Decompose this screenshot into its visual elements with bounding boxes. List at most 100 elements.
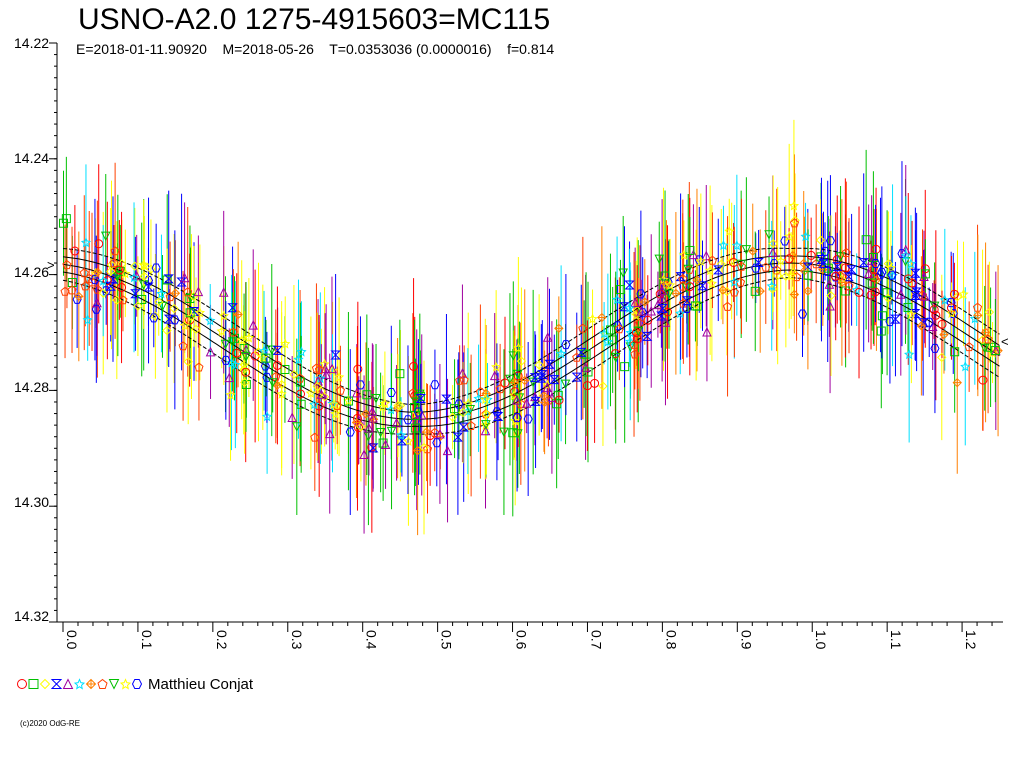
pentagon-marker-icon (729, 287, 739, 297)
square-marker-icon (415, 391, 425, 401)
diamond-marker-icon (481, 409, 492, 419)
diamond-marker-icon (130, 261, 140, 271)
triangle-down-marker-icon (481, 420, 491, 430)
x-tick-label: 0.8 (663, 630, 679, 650)
star-marker-icon (216, 325, 227, 336)
square-marker-icon (615, 285, 625, 295)
circle-marker-icon (513, 371, 523, 381)
circle-marker-icon (937, 319, 947, 329)
star-marker-icon (904, 348, 915, 360)
pentagon-marker-icon (614, 324, 624, 334)
diamond-marker-icon (984, 307, 995, 317)
chart-title: USNO-A2.0 1275-4915603=MC115 (78, 3, 551, 36)
pentagon-marker-icon (678, 274, 688, 284)
square-marker-icon (137, 294, 147, 304)
star-marker-icon (82, 314, 93, 325)
star-marker-icon (731, 239, 742, 251)
y-tick-label: 14.32 (14, 608, 50, 624)
pentagon-marker-icon (707, 255, 718, 265)
pentagon-marker-icon (62, 259, 72, 270)
star-marker-icon (276, 388, 287, 399)
diamond-marker-icon (772, 270, 783, 281)
diamond-marker-icon (691, 300, 701, 310)
square-marker-icon (882, 288, 892, 298)
hexagon-marker-icon (561, 340, 571, 350)
triangle-down-marker-icon (512, 369, 523, 380)
circle-marker-icon (931, 310, 941, 320)
hexagon-marker-icon (871, 258, 881, 268)
square-marker-icon (162, 275, 172, 285)
hexagon-marker-icon (345, 427, 355, 437)
square-marker-icon (803, 270, 813, 280)
pentagon-marker-icon (228, 327, 238, 337)
triangle-marker-icon (702, 326, 712, 337)
star-marker-icon (960, 361, 971, 372)
x-tick-label: 1.0 (813, 630, 829, 650)
pentagon-marker-icon (572, 352, 582, 362)
diamond-marker-icon (598, 381, 608, 391)
hexagon-marker-icon (413, 407, 424, 417)
pentagon-marker-icon (118, 295, 128, 305)
square-marker-icon (280, 364, 290, 374)
square-marker-icon (59, 218, 69, 228)
star-marker-icon (587, 313, 598, 324)
circle-marker-icon (241, 367, 251, 377)
star-marker-icon (395, 429, 407, 440)
pentagon-marker-icon (422, 444, 433, 454)
hexagon-marker-icon (262, 372, 272, 382)
hexagon-marker-icon (877, 267, 887, 277)
bowtie-marker-icon (330, 350, 341, 360)
star-marker-icon (900, 249, 912, 261)
diamond-marker-icon (150, 311, 161, 322)
star-marker-icon (138, 258, 149, 270)
hexagon-marker-icon (930, 343, 940, 353)
diamond-marker-icon (952, 292, 963, 302)
star-marker-icon (675, 307, 686, 319)
triangle-down-marker-icon (764, 230, 774, 240)
circle-marker-icon (870, 287, 880, 297)
square-marker-icon (296, 399, 306, 409)
x-tick-label: 0.3 (289, 630, 305, 650)
y-tick-label: 14.26 (14, 264, 50, 280)
square-marker-icon (362, 390, 372, 400)
star-marker-icon (706, 277, 718, 289)
star-marker-icon (73, 678, 86, 690)
triangle-marker-icon (512, 395, 522, 405)
circle-marker-icon (353, 364, 363, 374)
cross-diamond-marker-icon (748, 246, 758, 256)
cross-diamond-marker-icon (803, 286, 813, 296)
diamond-marker-icon (169, 303, 179, 314)
bowtie-marker-icon (536, 373, 547, 383)
hexagon-marker-icon (221, 355, 231, 365)
cross-diamond-marker-icon (85, 678, 97, 690)
diamond-marker-icon (826, 290, 836, 301)
square-marker-icon (583, 367, 593, 377)
triangle-marker-icon (521, 398, 532, 408)
star-marker-icon (179, 319, 190, 331)
bowtie-marker-icon (657, 303, 668, 313)
square-marker-icon (295, 377, 305, 387)
bowtie-marker-icon (549, 375, 560, 385)
square-marker-icon (450, 404, 460, 414)
diamond-marker-icon (146, 264, 156, 274)
diamond-marker-icon (815, 235, 826, 245)
triangle-marker-icon (62, 678, 74, 689)
hexagon-marker-icon (682, 303, 692, 313)
triangle-marker-icon (435, 428, 445, 439)
triangle-marker-icon (313, 375, 323, 386)
diamond-marker-icon (189, 291, 199, 301)
y-tick-label: 14.28 (14, 379, 50, 395)
bowtie-marker-icon (50, 679, 63, 689)
square-marker-icon (903, 302, 913, 312)
star-marker-icon (611, 294, 623, 305)
triangle-down-marker-icon (292, 422, 302, 432)
circle-marker-icon (117, 282, 127, 292)
triangle-marker-icon (205, 346, 216, 357)
circle-marker-icon (17, 679, 27, 689)
circle-marker-icon (903, 274, 913, 284)
bowtie-marker-icon (530, 396, 541, 406)
hexagon-marker-icon (170, 315, 180, 325)
bowtie-marker-icon (544, 359, 555, 369)
triangle-marker-icon (863, 268, 874, 278)
pentagon-marker-icon (109, 258, 119, 268)
